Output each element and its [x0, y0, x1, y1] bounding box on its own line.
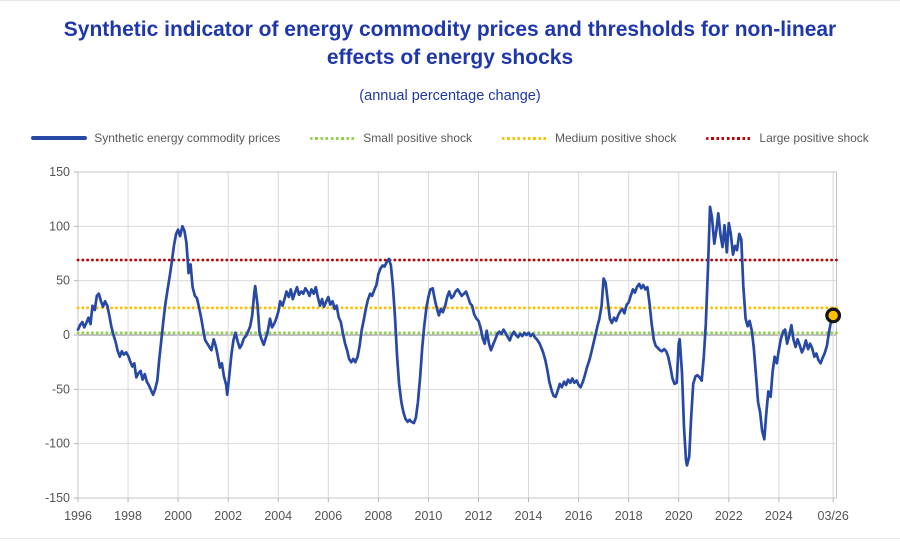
legend-label: Synthetic energy commodity prices [94, 131, 281, 145]
price-series-line [76, 205, 835, 467]
y-tick-label: 100 [49, 219, 70, 233]
legend-label: Small positive shock [363, 131, 472, 145]
chart-subtitle: (annual percentage change) [359, 88, 541, 104]
legend-label: Large positive shock [759, 131, 869, 145]
frame-border-bottom [0, 538, 900, 539]
y-tick-label: -50 [52, 382, 70, 396]
x-tick-label: 2012 [465, 509, 493, 523]
y-tick-label: 150 [49, 165, 70, 179]
x-tick-label: 2022 [715, 509, 743, 523]
legend: Synthetic energy commodity prices Small … [0, 131, 900, 145]
x-tick-label: 1998 [114, 509, 142, 523]
plot-border [77, 171, 837, 499]
legend-item-large-shock: Large positive shock [706, 131, 869, 145]
x-tick-label: 2008 [364, 509, 392, 523]
legend-line-sample-yellow [502, 136, 548, 140]
series-end-marker [825, 307, 842, 324]
x-tick-label: 2020 [665, 509, 693, 523]
x-tick-label: 2006 [314, 509, 342, 523]
chart-title: Synthetic indicator of energy commodity … [63, 18, 837, 70]
x-tick-label: 2004 [264, 509, 292, 523]
y-tick-label: 0 [63, 328, 70, 342]
x-tick-label: 2018 [615, 509, 643, 523]
x-tick-label: 1996 [64, 509, 92, 523]
y-tick-label: -100 [45, 437, 70, 451]
y-tick-label: -150 [45, 491, 70, 505]
legend-label: Medium positive shock [555, 131, 677, 145]
x-tick-label: 2014 [515, 509, 543, 523]
legend-item-medium-shock: Medium positive shock [502, 131, 676, 145]
x-tick-label: 2016 [565, 509, 593, 523]
legend-line-sample-blue [31, 136, 88, 140]
legend-item-small-shock: Small positive shock [310, 131, 472, 145]
legend-line-sample-red [706, 136, 753, 140]
x-tick-label: 2024 [765, 509, 793, 523]
y-tick-label: 50 [56, 274, 70, 288]
x-tick-label: 03/26 [818, 509, 849, 523]
x-tick-label: 2002 [214, 509, 242, 523]
x-tick-label: 2010 [415, 509, 443, 523]
legend-line-sample-green [310, 136, 357, 140]
x-tick-label: 2000 [164, 509, 192, 523]
frame-border-top [0, 0, 900, 1]
legend-item-synthetic-prices: Synthetic energy commodity prices [31, 131, 280, 145]
